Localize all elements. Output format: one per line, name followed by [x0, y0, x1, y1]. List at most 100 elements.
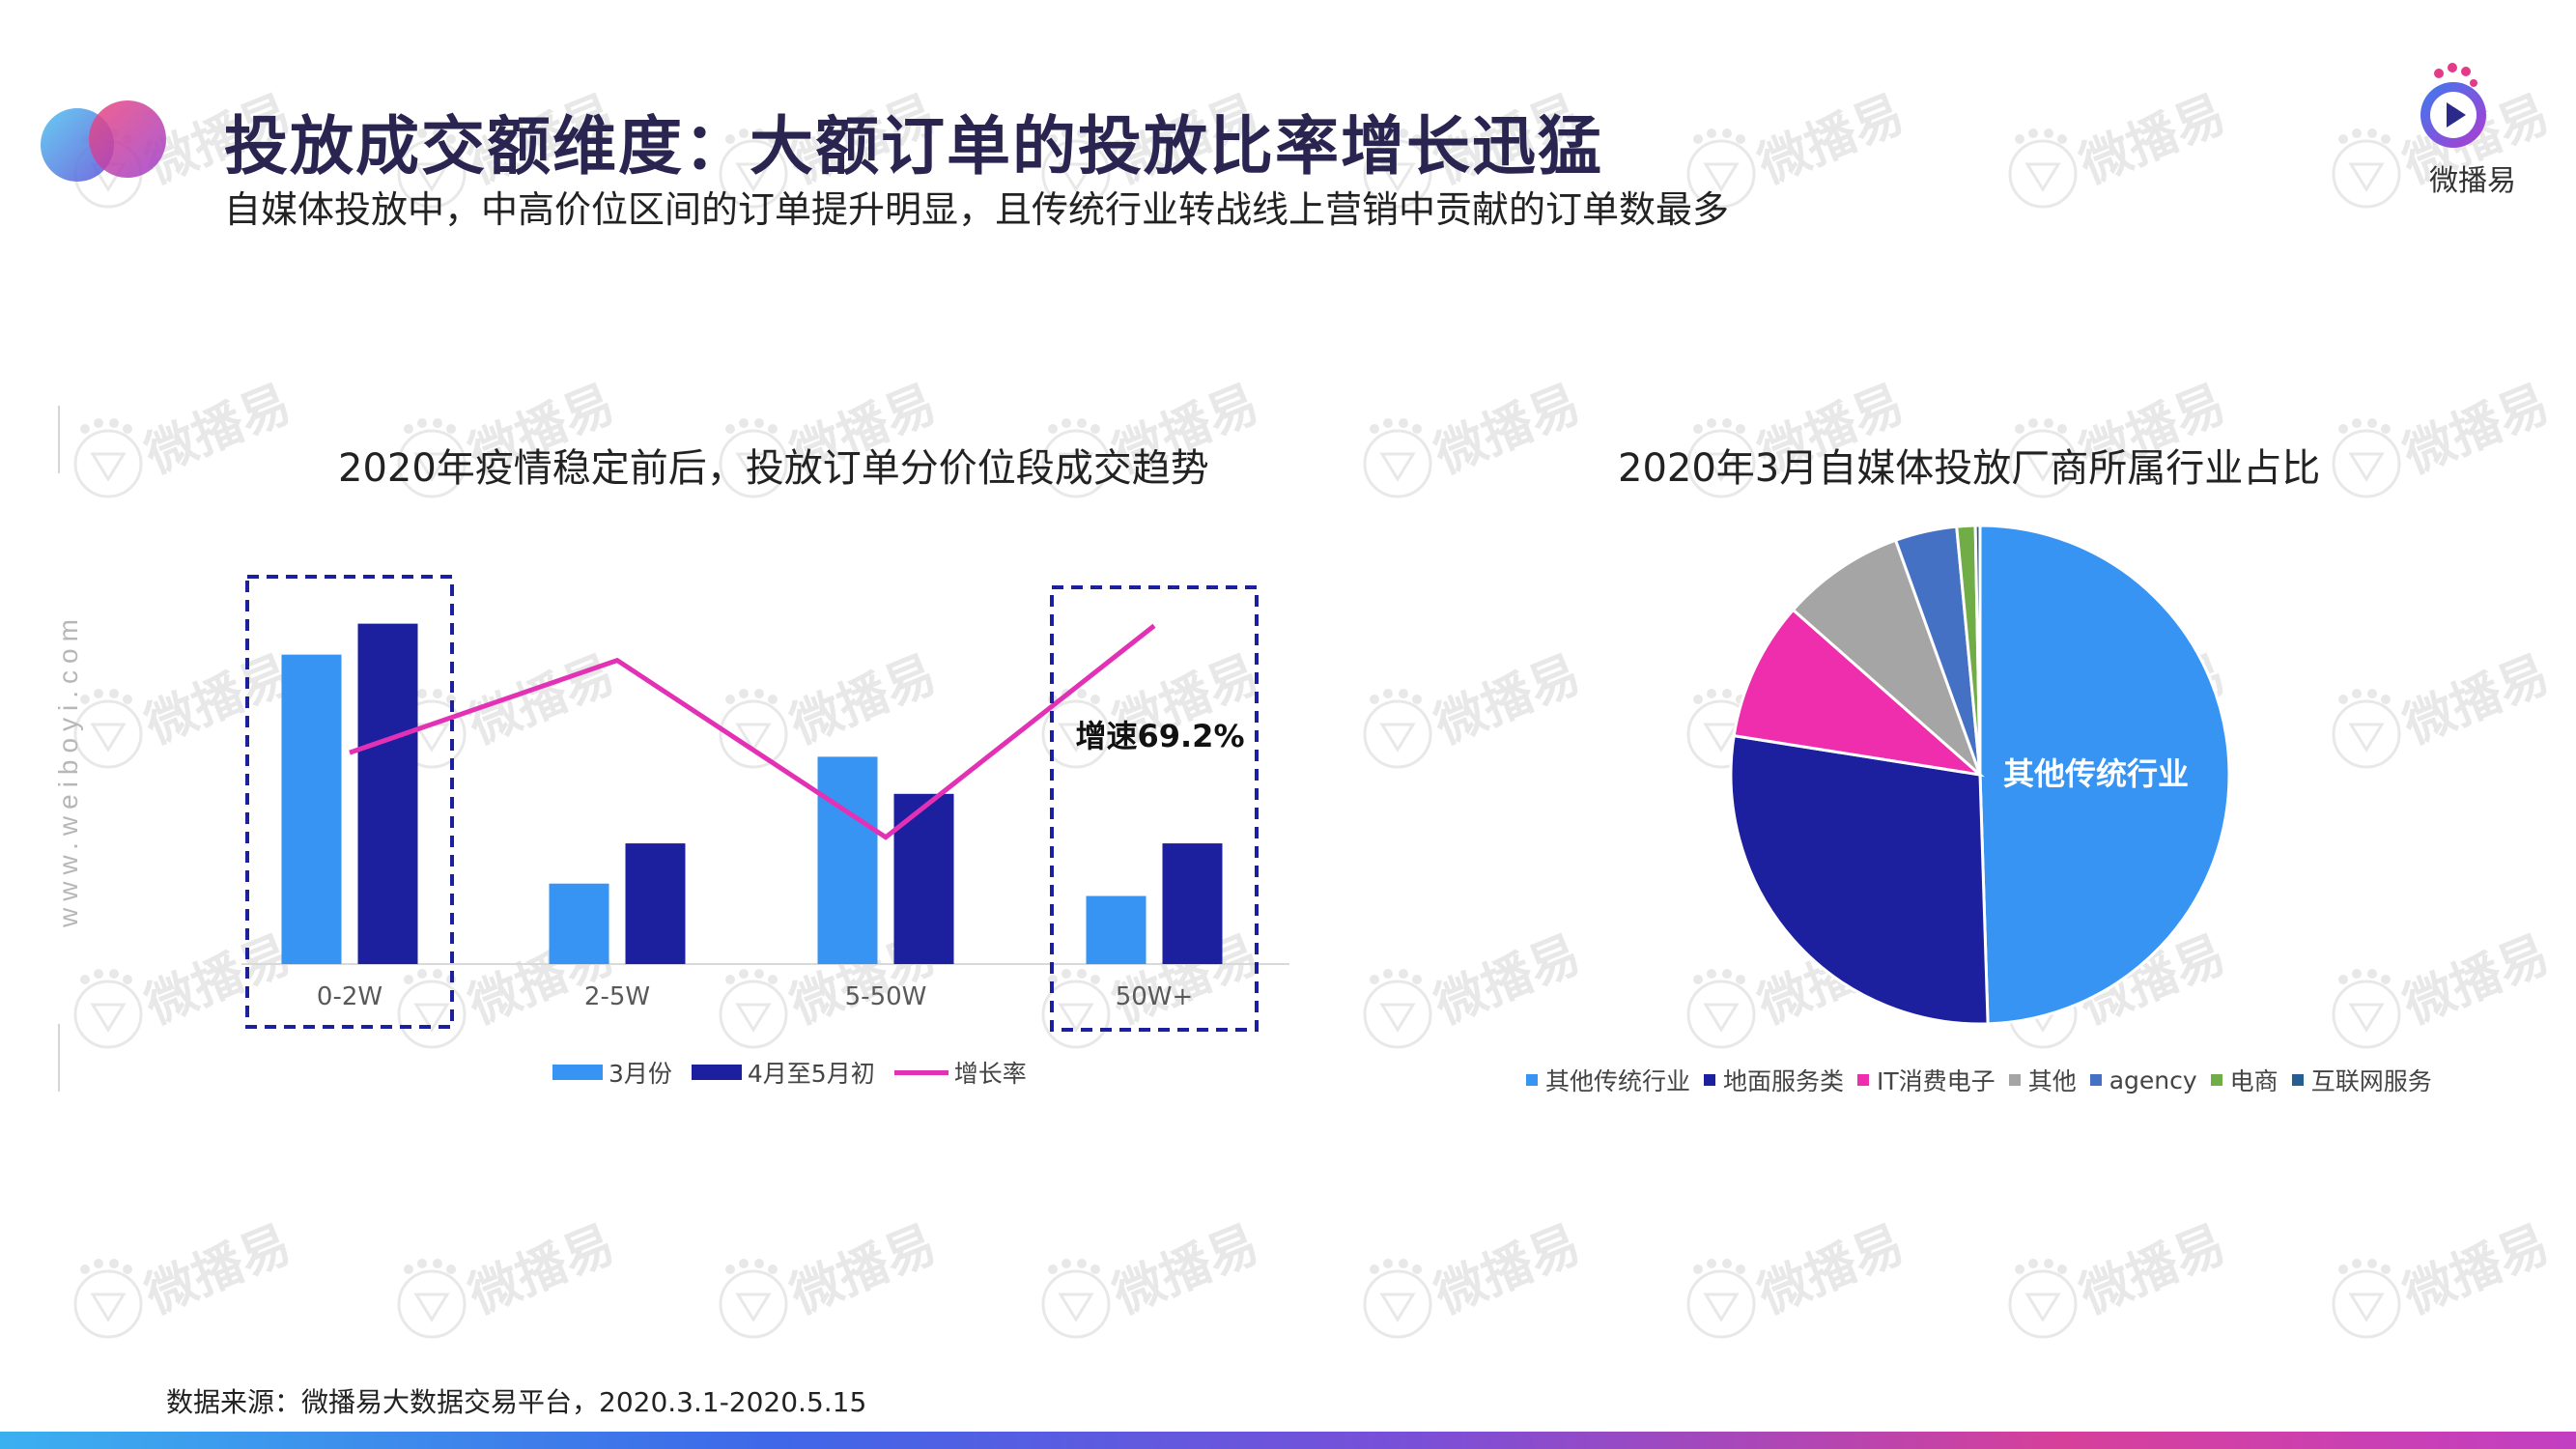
- legend-item-growth: 增长率: [893, 1055, 1027, 1090]
- bar-april-may: [625, 843, 686, 964]
- legend-item-april-may: 4月至5月初: [691, 1055, 875, 1090]
- side-divider-bottom: [58, 1024, 60, 1092]
- bar-line-chart: 0-2W 2-5W 5-50W 50W+ 增速69.2%: [241, 575, 1289, 1032]
- bottom-gradient-bar: [0, 1432, 2576, 1449]
- pie-slice: [1791, 538, 1982, 777]
- svg-text:微播易: 微播易: [1749, 1215, 1911, 1325]
- legend-label: 3月份: [609, 1060, 672, 1088]
- legend-swatch: [1857, 1074, 1870, 1086]
- growth-rate-line: [349, 623, 1156, 840]
- bar-chart-title: 2020年疫情稳定前后，投放订单分价位段成交趋势: [338, 446, 1209, 491]
- pie-slice: [1973, 524, 1982, 776]
- pie-slice: [1978, 524, 2231, 1026]
- pie-slice: [1732, 608, 1985, 778]
- pie-inside-label: 其他传统行业: [2003, 755, 2189, 792]
- svg-text:微播易: 微播易: [1426, 375, 1588, 485]
- svg-text:微播易: 微播易: [2071, 85, 2233, 195]
- bar-march: [281, 654, 342, 964]
- svg-text:微播易: 微播易: [1104, 1215, 1266, 1325]
- watermark-mark: 微播易: [719, 1215, 945, 1339]
- svg-text:微播易: 微播易: [136, 1215, 298, 1325]
- decorative-orb-icon: [41, 100, 166, 182]
- legend-label: 互联网服务: [2310, 1067, 2432, 1095]
- pie-legend-item: 地面服务类: [1704, 1063, 1844, 1097]
- pie-legend-item: 电商: [2210, 1063, 2279, 1097]
- page-title: 投放成交额维度：大额订单的投放比率增长迅猛: [224, 109, 1603, 184]
- svg-text:微播易: 微播易: [2071, 1215, 2233, 1325]
- svg-text:微播易: 微播易: [1426, 645, 1588, 755]
- svg-text:微播易: 微播易: [1426, 925, 1588, 1036]
- legend-label: 增长率: [953, 1060, 1027, 1088]
- legend-label: 4月至5月初: [747, 1060, 875, 1088]
- watermark-mark: 微播易: [2008, 1215, 2234, 1339]
- svg-text:微播易: 微播易: [1749, 85, 1911, 195]
- bar-april-may: [357, 623, 418, 964]
- watermark-mark: 微播易: [2008, 85, 2234, 209]
- bar-march: [549, 883, 609, 964]
- svg-text:微播易: 微播易: [136, 375, 298, 485]
- legend-label: 其他: [2027, 1067, 2077, 1095]
- legend-swatch: [2008, 1074, 2021, 1086]
- side-url: www.weiboyi.com: [53, 612, 83, 927]
- legend-swatch: [1526, 1074, 1538, 1086]
- watermark-mark: 微播易: [2332, 645, 2558, 769]
- svg-text:微播易: 微播易: [2394, 375, 2557, 485]
- x-tick-label: 50W+: [1116, 982, 1194, 1011]
- watermark-mark: 微播易: [1363, 925, 1589, 1049]
- legend-item-march: 3月份: [552, 1055, 672, 1090]
- bar-chart-legend: 3月份 4月至5月初 增长率: [552, 1055, 1027, 1090]
- x-tick-label: 2-5W: [584, 982, 650, 1011]
- highlight-box: [1050, 585, 1259, 1032]
- bar-april-may: [1162, 843, 1223, 964]
- legend-label: 其他传统行业: [1545, 1067, 1691, 1095]
- pie-legend-item: 互联网服务: [2291, 1063, 2432, 1097]
- pie-chart-title: 2020年3月自媒体投放厂商所属行业占比: [1618, 446, 2321, 491]
- watermark-mark: 微播易: [73, 375, 299, 498]
- bar-april-may: [893, 793, 954, 964]
- pie-legend-item: IT消费电子: [1857, 1063, 1996, 1097]
- legend-swatch: [2291, 1074, 2304, 1086]
- legend-swatch: [2089, 1074, 2102, 1086]
- x-tick-label: 5-50W: [845, 982, 927, 1011]
- bar-march: [817, 756, 878, 964]
- legend-label: 电商: [2229, 1067, 2279, 1095]
- logo-text: 微播易: [2429, 164, 2516, 198]
- highlight-box: [245, 575, 454, 1029]
- svg-text:微播易: 微播易: [2394, 925, 2557, 1036]
- legend-label: IT消费电子: [1877, 1067, 1996, 1095]
- weiboyi-logo-icon: [2420, 63, 2486, 148]
- legend-swatch: [552, 1065, 603, 1080]
- legend-swatch: [2210, 1074, 2222, 1086]
- pie-chart: 其他传统行业: [1729, 524, 2231, 1026]
- svg-text:微播易: 微播易: [2394, 1215, 2557, 1325]
- watermark-mark: 微播易: [397, 1215, 623, 1339]
- data-source-note: 数据来源：微播易大数据交易平台，2020.3.1-2020.5.15: [166, 1386, 867, 1418]
- legend-label: agency: [2109, 1065, 2197, 1094]
- svg-text:微播易: 微播易: [2394, 645, 2557, 755]
- legend-swatch: [691, 1065, 742, 1080]
- watermark-mark: 微播易: [1686, 1215, 1912, 1339]
- watermark-mark: 微播易: [73, 1215, 299, 1339]
- legend-label: 地面服务类: [1723, 1067, 1845, 1095]
- legend-swatch: [1704, 1074, 1716, 1086]
- watermark-mark: 微播易: [2332, 925, 2558, 1049]
- watermark-mark: 微播易: [2332, 375, 2558, 498]
- svg-text:微播易: 微播易: [781, 1215, 944, 1325]
- side-divider-top: [58, 406, 60, 473]
- pie-legend-item: 其他: [2008, 1063, 2077, 1097]
- growth-annotation: 增速69.2%: [1075, 718, 1244, 754]
- watermark-mark: 微播易: [2332, 1215, 2558, 1339]
- legend-swatch: [893, 1069, 948, 1075]
- svg-text:微播易: 微播易: [1426, 1215, 1588, 1325]
- pie-slice: [1729, 733, 1990, 1026]
- watermark-mark: 微播易: [1363, 1215, 1589, 1339]
- watermark-mark: 微播易: [1363, 645, 1589, 769]
- watermark-mark: 微播易: [1363, 375, 1589, 498]
- svg-text:微播易: 微播易: [460, 1215, 622, 1325]
- page-subtitle: 自媒体投放中，中高价位区间的订单提升明显，且传统行业转战线上营销中贡献的订单数最…: [224, 188, 1730, 231]
- x-tick-label: 0-2W: [317, 982, 382, 1011]
- pie-legend-item: 其他传统行业: [1526, 1063, 1690, 1097]
- bar-march: [1086, 895, 1146, 964]
- pie-legend-item: agency: [2089, 1065, 2197, 1094]
- watermark-mark: 微播易: [1041, 1215, 1267, 1339]
